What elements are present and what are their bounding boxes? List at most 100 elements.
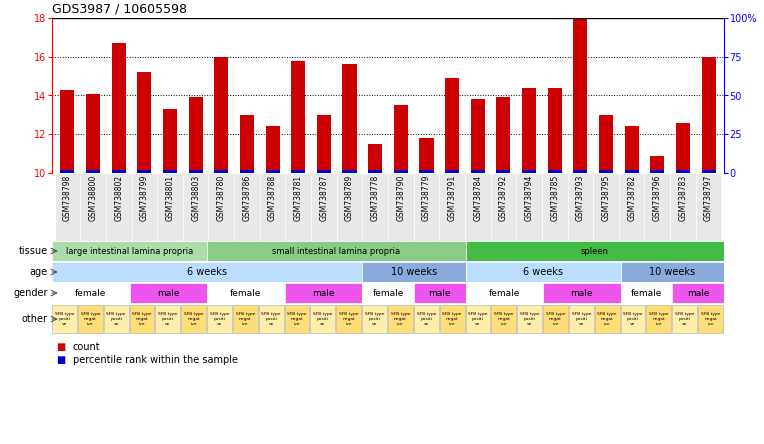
Bar xyxy=(311,173,337,241)
Bar xyxy=(362,262,465,282)
Text: tissue: tissue xyxy=(19,246,48,256)
Text: SFB type
positi
ve: SFB type positi ve xyxy=(210,313,229,325)
Bar xyxy=(362,173,388,241)
Text: SFB type
positi
ve: SFB type positi ve xyxy=(468,313,487,325)
Bar xyxy=(620,283,672,303)
Text: SFB type
negat
ive: SFB type negat ive xyxy=(390,313,410,325)
Bar xyxy=(80,173,106,241)
Bar xyxy=(52,283,130,303)
Bar xyxy=(285,305,309,333)
Text: female: female xyxy=(75,289,106,297)
Bar xyxy=(240,170,254,173)
Text: gender: gender xyxy=(14,288,48,298)
Text: SFB type
negat
ive: SFB type negat ive xyxy=(597,313,617,325)
Bar xyxy=(131,173,157,241)
Bar xyxy=(440,305,465,333)
Text: 10 weeks: 10 weeks xyxy=(390,267,437,277)
Bar xyxy=(465,241,724,261)
Text: small intestinal lamina propria: small intestinal lamina propria xyxy=(272,246,400,255)
Bar xyxy=(138,72,151,173)
Bar xyxy=(516,173,542,241)
Bar xyxy=(445,78,459,173)
Bar xyxy=(672,305,697,333)
Bar xyxy=(52,241,207,261)
Bar xyxy=(599,115,613,173)
Bar xyxy=(573,170,588,173)
Bar xyxy=(233,305,257,333)
Bar xyxy=(414,305,439,333)
Text: SFB type
negat
ive: SFB type negat ive xyxy=(494,313,513,325)
Text: age: age xyxy=(30,267,48,277)
Text: GSM738784: GSM738784 xyxy=(473,175,482,221)
Text: GSM738787: GSM738787 xyxy=(319,175,329,221)
Text: large intestinal lamina propria: large intestinal lamina propria xyxy=(66,246,193,255)
Bar xyxy=(522,170,536,173)
Bar xyxy=(599,170,613,173)
Bar xyxy=(625,127,639,173)
Bar xyxy=(106,173,131,241)
Bar xyxy=(548,170,562,173)
Text: GSM738779: GSM738779 xyxy=(422,175,431,222)
Bar xyxy=(336,305,361,333)
Text: SFB type
negat
ive: SFB type negat ive xyxy=(545,313,565,325)
Text: SFB type
negat
ive: SFB type negat ive xyxy=(649,313,668,325)
Bar xyxy=(157,173,183,241)
Text: 6 weeks: 6 weeks xyxy=(187,267,227,277)
Text: SFB type
negat
ive: SFB type negat ive xyxy=(80,313,100,325)
Bar xyxy=(491,305,516,333)
Bar xyxy=(388,173,413,241)
Text: SFB type
negat
ive: SFB type negat ive xyxy=(184,313,203,325)
Bar xyxy=(207,305,232,333)
Text: SFB type
positi
ve: SFB type positi ve xyxy=(261,313,281,325)
Bar xyxy=(209,173,234,241)
Text: other: other xyxy=(22,314,48,324)
Bar xyxy=(259,305,283,333)
Text: GSM738786: GSM738786 xyxy=(242,175,251,221)
Bar xyxy=(52,305,77,333)
Bar xyxy=(207,241,465,261)
Bar xyxy=(362,305,387,333)
Text: GSM738802: GSM738802 xyxy=(114,175,123,221)
Bar xyxy=(522,88,536,173)
Text: GSM738792: GSM738792 xyxy=(499,175,508,221)
Text: SFB type
negat
ive: SFB type negat ive xyxy=(442,313,462,325)
Bar xyxy=(672,283,724,303)
Text: GSM738803: GSM738803 xyxy=(191,175,200,221)
Bar xyxy=(337,173,362,241)
Text: GSM738783: GSM738783 xyxy=(678,175,688,221)
Text: male: male xyxy=(571,289,593,297)
Text: GSM738782: GSM738782 xyxy=(627,175,636,221)
Bar xyxy=(497,97,510,173)
Text: GSM738796: GSM738796 xyxy=(652,175,662,222)
Bar xyxy=(130,305,154,333)
Text: SFB type
positi
ve: SFB type positi ve xyxy=(158,313,177,325)
Text: spleen: spleen xyxy=(581,246,609,255)
Bar xyxy=(701,57,716,173)
Bar xyxy=(465,262,620,282)
Bar xyxy=(568,173,593,241)
Text: ■: ■ xyxy=(56,342,65,352)
Text: SFB type
positi
ve: SFB type positi ve xyxy=(365,313,384,325)
Bar xyxy=(342,170,357,173)
Text: SFB type
positi
ve: SFB type positi ve xyxy=(416,313,436,325)
Bar xyxy=(310,305,335,333)
Text: SFB type
negat
ive: SFB type negat ive xyxy=(287,313,307,325)
Bar xyxy=(112,43,126,173)
Bar xyxy=(625,170,639,173)
Text: GSM738789: GSM738789 xyxy=(345,175,354,221)
Bar xyxy=(543,305,568,333)
Text: SFB type
positi
ve: SFB type positi ve xyxy=(106,313,126,325)
Bar xyxy=(260,173,286,241)
Bar xyxy=(465,283,543,303)
Bar xyxy=(342,64,357,173)
Bar xyxy=(645,173,670,241)
Bar xyxy=(130,283,207,303)
Bar xyxy=(569,305,594,333)
Text: GSM738797: GSM738797 xyxy=(704,175,713,222)
Bar xyxy=(594,305,620,333)
Bar xyxy=(317,115,331,173)
Text: male: male xyxy=(157,289,180,297)
Bar xyxy=(291,61,306,173)
Bar xyxy=(86,170,100,173)
Text: GSM738795: GSM738795 xyxy=(601,175,610,222)
